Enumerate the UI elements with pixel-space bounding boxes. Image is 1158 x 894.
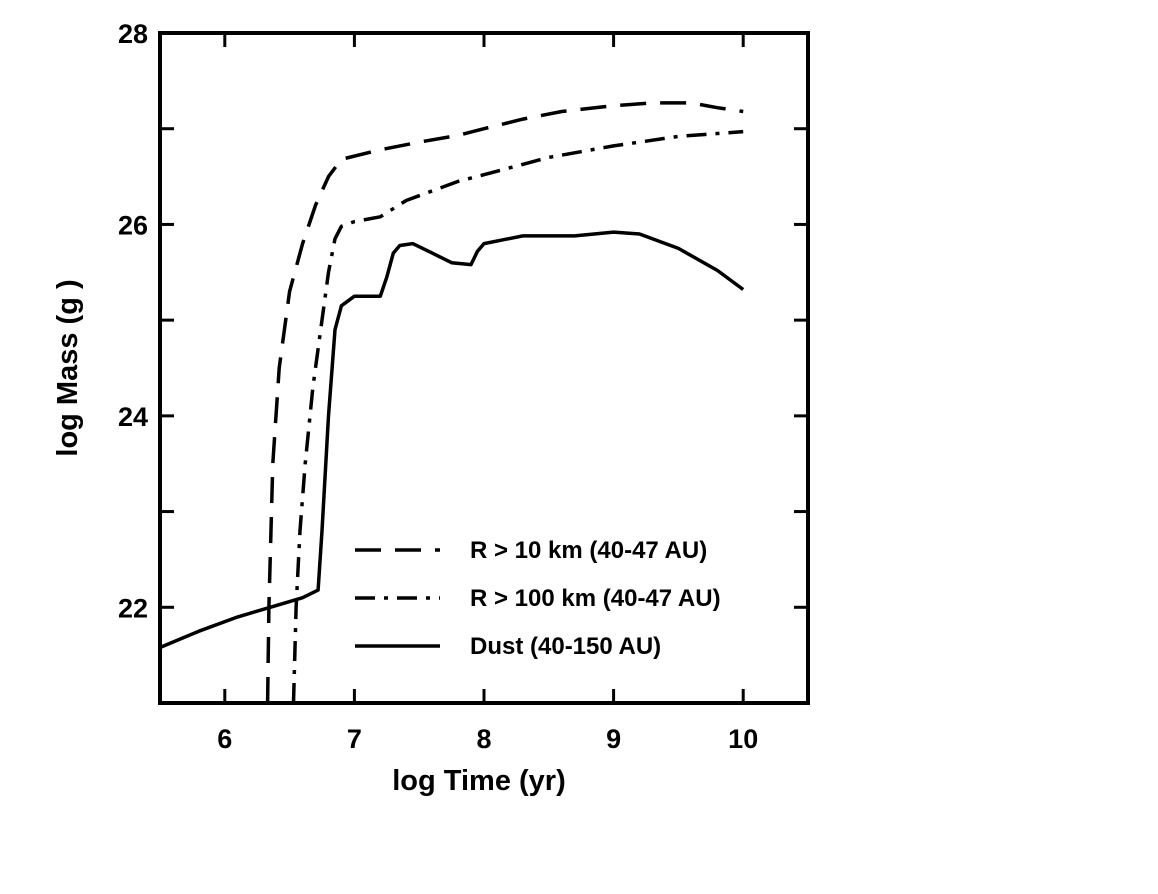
series-line-1 — [265, 101, 744, 704]
y-tick-label: 24 — [118, 402, 148, 432]
y-tick-label: 28 — [118, 19, 148, 49]
legend-label-2: R > 100 km (40-47 AU) — [470, 585, 721, 612]
y-tick-label: 22 — [118, 593, 148, 623]
y-axis-label: log Mass (g ) — [52, 279, 84, 456]
x-axis-label: log Time (yr) — [392, 765, 566, 797]
legend: R > 10 km (40-47 AU) R > 100 km (40-47 AU… — [355, 537, 721, 660]
series-line-3 — [159, 230, 745, 650]
x-tick-label: 6 — [217, 724, 232, 754]
series-line-2 — [291, 129, 744, 704]
tick-layer: 6 7 8 9 10 22 24 26 28 — [118, 19, 808, 754]
x-tick-label: 7 — [347, 724, 362, 754]
legend-label-3: Dust (40-150 AU) — [470, 633, 661, 660]
x-tick-label: 10 — [728, 724, 758, 754]
series-layer — [159, 101, 745, 704]
legend-label-1: R > 10 km (40-47 AU) — [470, 537, 707, 564]
y-tick-label: 26 — [118, 210, 148, 240]
x-tick-label: 9 — [606, 724, 621, 754]
x-tick-label: 8 — [476, 724, 491, 754]
